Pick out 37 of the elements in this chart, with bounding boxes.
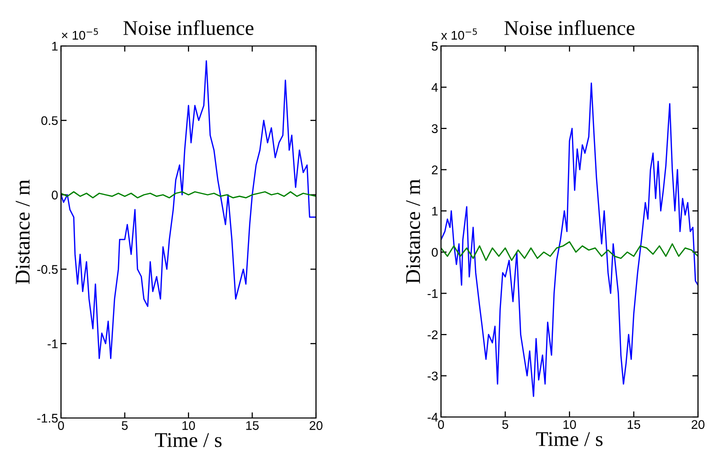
x-tick-label: 15 bbox=[628, 420, 640, 429]
x-tick-label: 10 bbox=[182, 421, 195, 430]
y-tick-label: 0 bbox=[52, 190, 58, 200]
line-series bbox=[441, 82, 698, 398]
chart-title: Noise influence bbox=[123, 20, 254, 36]
line-series bbox=[441, 241, 698, 261]
x-tick-label: 0 bbox=[58, 421, 64, 430]
x-tick-label: 20 bbox=[692, 420, 704, 429]
y-axis-title: Distance / m bbox=[406, 179, 420, 284]
chart-title: Noise influence bbox=[504, 20, 634, 36]
x-tick-label: 5 bbox=[122, 421, 128, 430]
x-tick-label: 10 bbox=[564, 420, 576, 429]
text: × 10$^{−5}$ bbox=[62, 28, 98, 40]
y-axis-title: Distance / m bbox=[16, 180, 30, 284]
y-tick-label: -1 bbox=[48, 340, 58, 348]
text: x 10$^{−5}$ bbox=[441, 28, 477, 40]
x-tick-label: 15 bbox=[246, 421, 259, 430]
y-tick-label: 1 bbox=[432, 206, 438, 216]
y-tick-label: 4 bbox=[432, 83, 438, 92]
y-tick-label: -2 bbox=[428, 330, 438, 340]
x-tick-label: 0 bbox=[438, 420, 444, 429]
x-tick-label: 5 bbox=[502, 420, 508, 429]
y-tick-label: -0.5 bbox=[37, 265, 58, 274]
x-axis-title: Time / s bbox=[536, 432, 603, 446]
x-axis-title: Time / s bbox=[155, 433, 222, 448]
y-tick-label: 0.5 bbox=[41, 116, 58, 126]
y-tick-label: -1 bbox=[428, 289, 438, 298]
y-tick-label: 5 bbox=[432, 42, 438, 51]
y-tick-label: 3 bbox=[432, 124, 438, 134]
y-tick-label: 0 bbox=[432, 248, 438, 257]
y-tick-label: 2 bbox=[432, 165, 438, 174]
x-tick-label: 20 bbox=[310, 421, 322, 430]
line-series bbox=[61, 60, 316, 360]
y-tick-label: -3 bbox=[428, 372, 438, 380]
y-tick-label: 1 bbox=[52, 42, 58, 51]
y-tick-label: -1.5 bbox=[37, 414, 58, 423]
y-tick-label: -4 bbox=[428, 412, 438, 422]
